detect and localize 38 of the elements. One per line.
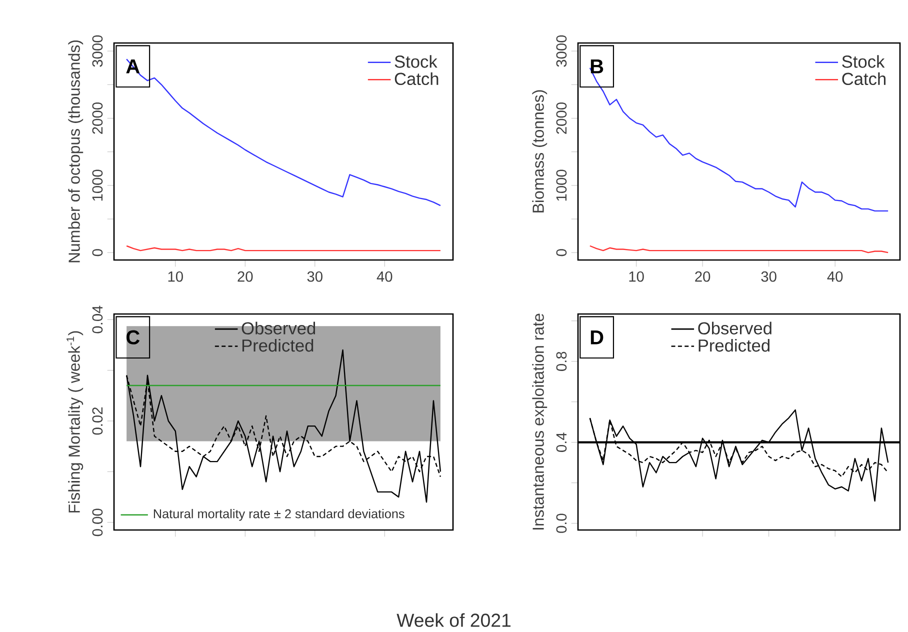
x-tick-label: 20 [695,271,710,282]
y-axis-title: Instantaneous exploitation rate [532,314,548,530]
y-tick-label: 3000 [556,35,567,67]
y-tick-label: 0.04 [92,306,103,334]
y-tick-label: 2000 [556,102,567,134]
annotation: D [590,330,604,344]
y-axis-title: Biomass (tonnes) [532,90,548,212]
y-tick-label: 0 [556,249,567,256]
x-tick-label: 30 [307,271,322,282]
x-tick-label: 40 [376,271,392,282]
legend-label: Stock [842,55,885,68]
legend-label: Catch [842,72,886,86]
legend-label: Observed [698,322,772,334]
legend-label: Catch [394,72,438,86]
legend-label: Predicted [242,338,314,352]
x-tick-label: 10 [168,271,183,282]
annotation: B [590,59,604,74]
y-tick-label: 0.00 [92,508,103,536]
y-tick-label: 3000 [92,35,103,67]
x-tick-label: 30 [761,271,776,282]
x-tick-label: 10 [629,271,644,282]
y-tick-label: 0.8 [556,352,567,371]
y-tick-label: 1000 [556,170,567,201]
x-tick-label: 40 [827,271,843,282]
y-tick-label: 0 [92,249,103,256]
annotation: C [126,330,140,344]
y-tick-label: 0.0 [556,514,567,533]
legend-label: Natural mortality rate ± 2 standard deviations [154,508,404,521]
legend-label: Predicted [698,338,770,352]
x-tick-label: 20 [238,271,253,282]
y-axis-title: Fishing Mortality ( week$^{-1}$) [66,331,84,512]
y-tick-label: 1000 [92,170,103,201]
x-axis-title: Week of 2021 [396,613,511,627]
y-axis-title: Number of octopus (thousands) [68,40,84,262]
y-tick-label: 0.4 [556,432,567,452]
y-tick-label: 2000 [92,102,103,134]
legend-label: Stock [394,55,438,68]
y-tick-label: 0.02 [92,407,103,435]
